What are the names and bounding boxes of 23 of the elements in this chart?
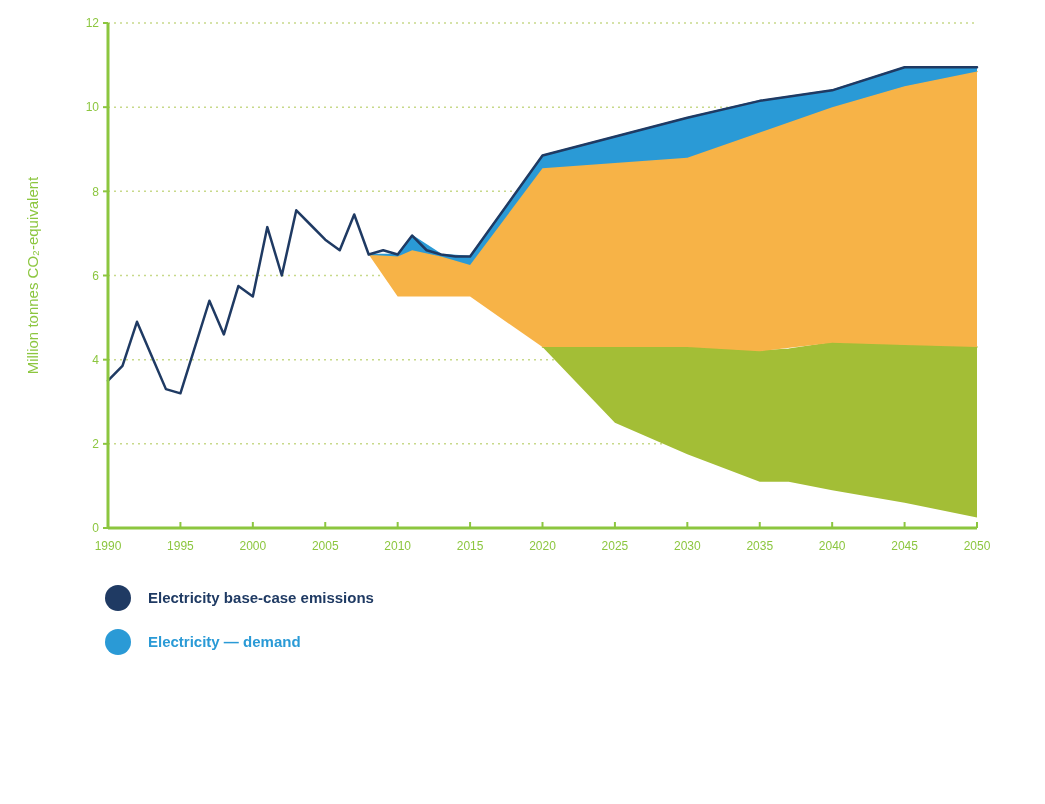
legend-label: Electricity — demand xyxy=(148,633,301,651)
y-tick-label: 10 xyxy=(85,100,100,115)
x-tick-label: 2015 xyxy=(456,539,484,553)
x-tick-label: 2000 xyxy=(239,539,267,553)
x-tick-label: 2030 xyxy=(673,539,701,553)
x-tick-label: 2025 xyxy=(601,539,629,553)
y-tick-label: 0 xyxy=(92,521,100,536)
x-tick-label: 2050 xyxy=(963,539,991,553)
x-tick-label: 1990 xyxy=(94,539,122,553)
y-axis-title: Million tonnes CO₂-equivalent xyxy=(24,175,41,375)
x-tick-label: 2005 xyxy=(311,539,339,553)
y-tick-label: 6 xyxy=(92,268,100,283)
y-tick-label: 12 xyxy=(85,16,100,31)
x-tick-label: 1995 xyxy=(167,539,195,553)
y-tick-label: 8 xyxy=(92,184,100,199)
y-tick-label: 4 xyxy=(92,352,100,367)
x-tick-label: 2010 xyxy=(384,539,412,553)
y-tick-label: 2 xyxy=(92,437,100,452)
x-tick-label: 2035 xyxy=(746,539,774,553)
x-tick-label: 2045 xyxy=(891,539,919,553)
x-tick-label: 2020 xyxy=(529,539,557,553)
x-tick-label: 2040 xyxy=(818,539,846,553)
legend-label: Electricity base-case emissions xyxy=(148,589,374,607)
